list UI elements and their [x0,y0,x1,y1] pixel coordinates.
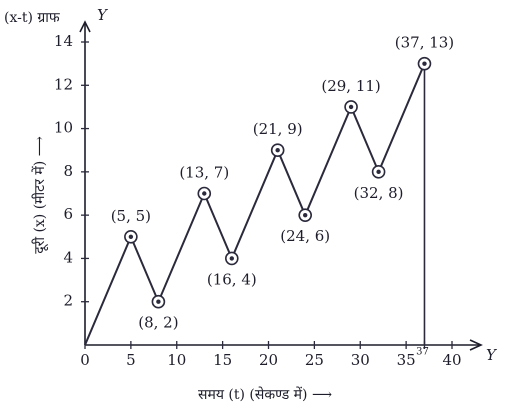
point-dot [422,61,427,66]
x-tick-label: 0 [80,351,90,369]
value-label: (16, 4) [207,270,257,288]
point-dot [376,169,381,175]
y-tick-label: 6 [63,205,73,223]
x-tick-label: 37 [416,347,429,358]
y-tick-label: 8 [63,162,73,180]
value-label: (29, 11) [321,77,380,95]
point-dot [275,148,280,153]
point-dot [128,234,134,239]
x-tick-label: 40 [442,351,461,369]
x-tick-label: 15 [213,351,232,369]
x-axis-letter: Y [486,346,498,364]
point-dot [156,299,161,304]
y-axis-letter: Y [97,6,109,24]
value-label: (32, 8) [354,184,404,202]
value-label: (5, 5) [111,207,151,225]
value-label: (21, 9) [253,120,303,138]
point-dot [348,104,354,110]
point-dot [303,212,308,218]
y-tick-label: 10 [54,119,73,137]
x-tick-label: 10 [167,351,186,369]
y-arrow [79,20,91,33]
x-tick-label: 30 [351,351,370,369]
value-label: (13, 7) [179,164,229,182]
y-tick-label: 4 [63,248,73,266]
y-tick-label: 12 [54,75,73,93]
value-label: (8, 2) [138,314,178,332]
x-tick-label: 25 [305,351,324,369]
value-label: (37, 13) [395,34,454,52]
y-tick-label: 14 [54,32,73,50]
y-axis-label: दूरी (x) (मीटर में) ⟶ [31,136,49,254]
x-axis-label: समय (t) (सेकण्ड में) ⟶ [198,386,332,403]
x-tick-label: 35 [397,351,416,369]
x-arrow [469,339,483,351]
chart-title: (x-t) ग्राफ [4,10,60,26]
y-tick-label: 2 [63,292,73,310]
value-label: (24, 6) [280,227,330,245]
x-tick-label: 5 [126,351,136,369]
point-dot [229,256,234,261]
line [84,63,426,346]
x-tick-label: 20 [259,351,278,369]
point-dot [202,191,207,196]
